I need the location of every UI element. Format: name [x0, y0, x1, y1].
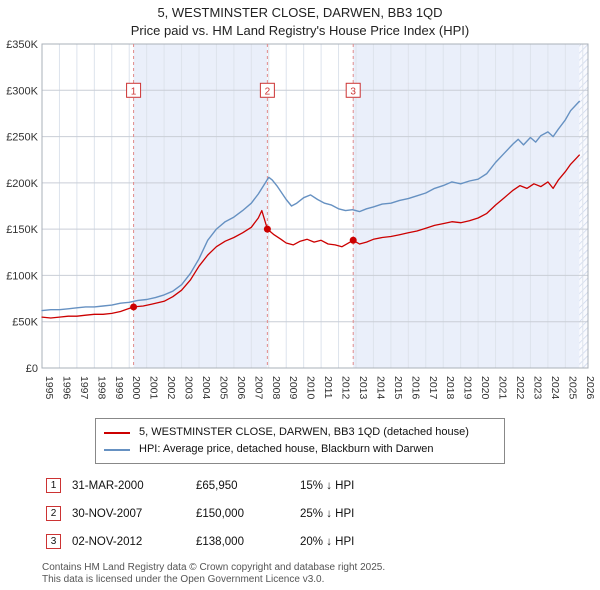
blue-line-swatch: [104, 448, 130, 451]
svg-text:£300K: £300K: [6, 85, 38, 97]
transaction-1-date: 31-MAR-2000: [72, 479, 144, 492]
svg-text:2002: 2002: [165, 376, 177, 400]
svg-text:1995: 1995: [43, 376, 55, 400]
red-line-swatch: [104, 431, 130, 434]
svg-text:2007: 2007: [252, 376, 264, 400]
transaction-2-marker: 2: [46, 506, 61, 521]
svg-text:£250K: £250K: [6, 132, 38, 144]
svg-text:2019: 2019: [462, 376, 474, 400]
transaction-2-date: 30-NOV-2007: [72, 507, 143, 520]
svg-text:2017: 2017: [427, 376, 439, 400]
transaction-3-price: £138,000: [196, 535, 244, 548]
transactions-table: 1 31-MAR-2000 £65,950 15% ↓ HPI 2 30-NOV…: [46, 478, 600, 549]
legend-label-hpi: HPI: Average price, detached house, Blac…: [139, 443, 434, 455]
svg-text:2004: 2004: [200, 376, 212, 400]
svg-text:1: 1: [131, 86, 137, 97]
svg-text:£50K: £50K: [12, 317, 38, 329]
svg-text:2010: 2010: [305, 376, 317, 400]
svg-text:1998: 1998: [95, 376, 107, 400]
svg-text:2003: 2003: [183, 376, 195, 400]
svg-text:2022: 2022: [514, 376, 526, 400]
license-footer: Contains HM Land Registry data © Crown c…: [42, 562, 600, 586]
svg-text:£150K: £150K: [6, 224, 38, 236]
footer-line-2: This data is licensed under the Open Gov…: [42, 574, 325, 585]
svg-text:3: 3: [350, 86, 356, 97]
legend-label-property: 5, WESTMINSTER CLOSE, DARWEN, BB3 1QD (d…: [139, 426, 469, 438]
footer-line-1: Contains HM Land Registry data © Crown c…: [42, 562, 386, 573]
svg-text:2008: 2008: [270, 376, 282, 400]
svg-text:1996: 1996: [60, 376, 72, 400]
svg-text:2020: 2020: [479, 376, 491, 400]
svg-text:2005: 2005: [217, 376, 229, 400]
svg-text:2015: 2015: [392, 376, 404, 400]
svg-text:£200K: £200K: [6, 178, 38, 190]
transaction-1-price: £65,950: [196, 479, 238, 492]
table-row: 1 31-MAR-2000 £65,950 15% ↓ HPI: [46, 478, 600, 493]
svg-text:2012: 2012: [340, 376, 352, 400]
svg-text:2018: 2018: [444, 376, 456, 400]
svg-text:2014: 2014: [374, 376, 386, 400]
svg-text:2021: 2021: [497, 376, 509, 400]
legend-item-property: 5, WESTMINSTER CLOSE, DARWEN, BB3 1QD (d…: [104, 424, 496, 441]
svg-text:2025: 2025: [566, 376, 578, 400]
svg-text:2024: 2024: [549, 376, 561, 400]
svg-text:£100K: £100K: [6, 270, 38, 282]
svg-text:2006: 2006: [235, 376, 247, 400]
transaction-1-marker: 1: [46, 478, 61, 493]
svg-text:2: 2: [265, 86, 271, 97]
svg-text:£350K: £350K: [6, 39, 38, 51]
svg-text:2026: 2026: [584, 376, 596, 400]
table-row: 2 30-NOV-2007 £150,000 25% ↓ HPI: [46, 506, 600, 521]
transaction-3-marker: 3: [46, 534, 61, 549]
svg-text:£0: £0: [26, 363, 38, 375]
legend-item-hpi: HPI: Average price, detached house, Blac…: [104, 441, 496, 458]
svg-text:2009: 2009: [287, 376, 299, 400]
svg-text:1997: 1997: [78, 376, 90, 400]
transaction-1-hpi-delta: 15% ↓ HPI: [300, 479, 355, 492]
transaction-2-price: £150,000: [196, 507, 244, 520]
transaction-3-date: 02-NOV-2012: [72, 535, 143, 548]
transaction-2-hpi-delta: 25% ↓ HPI: [300, 507, 355, 520]
svg-text:2013: 2013: [357, 376, 369, 400]
svg-text:2001: 2001: [148, 376, 160, 400]
transaction-3-hpi-delta: 20% ↓ HPI: [300, 535, 355, 548]
svg-text:2011: 2011: [322, 376, 334, 399]
price-chart: £0 £50K £100K £150K £200K £250K £300K £350K 1995…: [6, 39, 596, 400]
page-title: 5, WESTMINSTER CLOSE, DARWEN, BB3 1QD: [157, 5, 443, 20]
svg-text:2000: 2000: [130, 376, 142, 400]
table-row: 3 02-NOV-2012 £138,000 20% ↓ HPI: [46, 534, 600, 549]
legend: 5, WESTMINSTER CLOSE, DARWEN, BB3 1QD (d…: [95, 418, 505, 464]
chart-header: 5, WESTMINSTER CLOSE, DARWEN, BB3 1QD Pr…: [0, 0, 600, 38]
svg-text:2016: 2016: [409, 376, 421, 400]
svg-text:2023: 2023: [531, 376, 543, 400]
page-subtitle: Price paid vs. HM Land Registry's House …: [130, 23, 470, 38]
svg-text:1999: 1999: [113, 376, 125, 400]
